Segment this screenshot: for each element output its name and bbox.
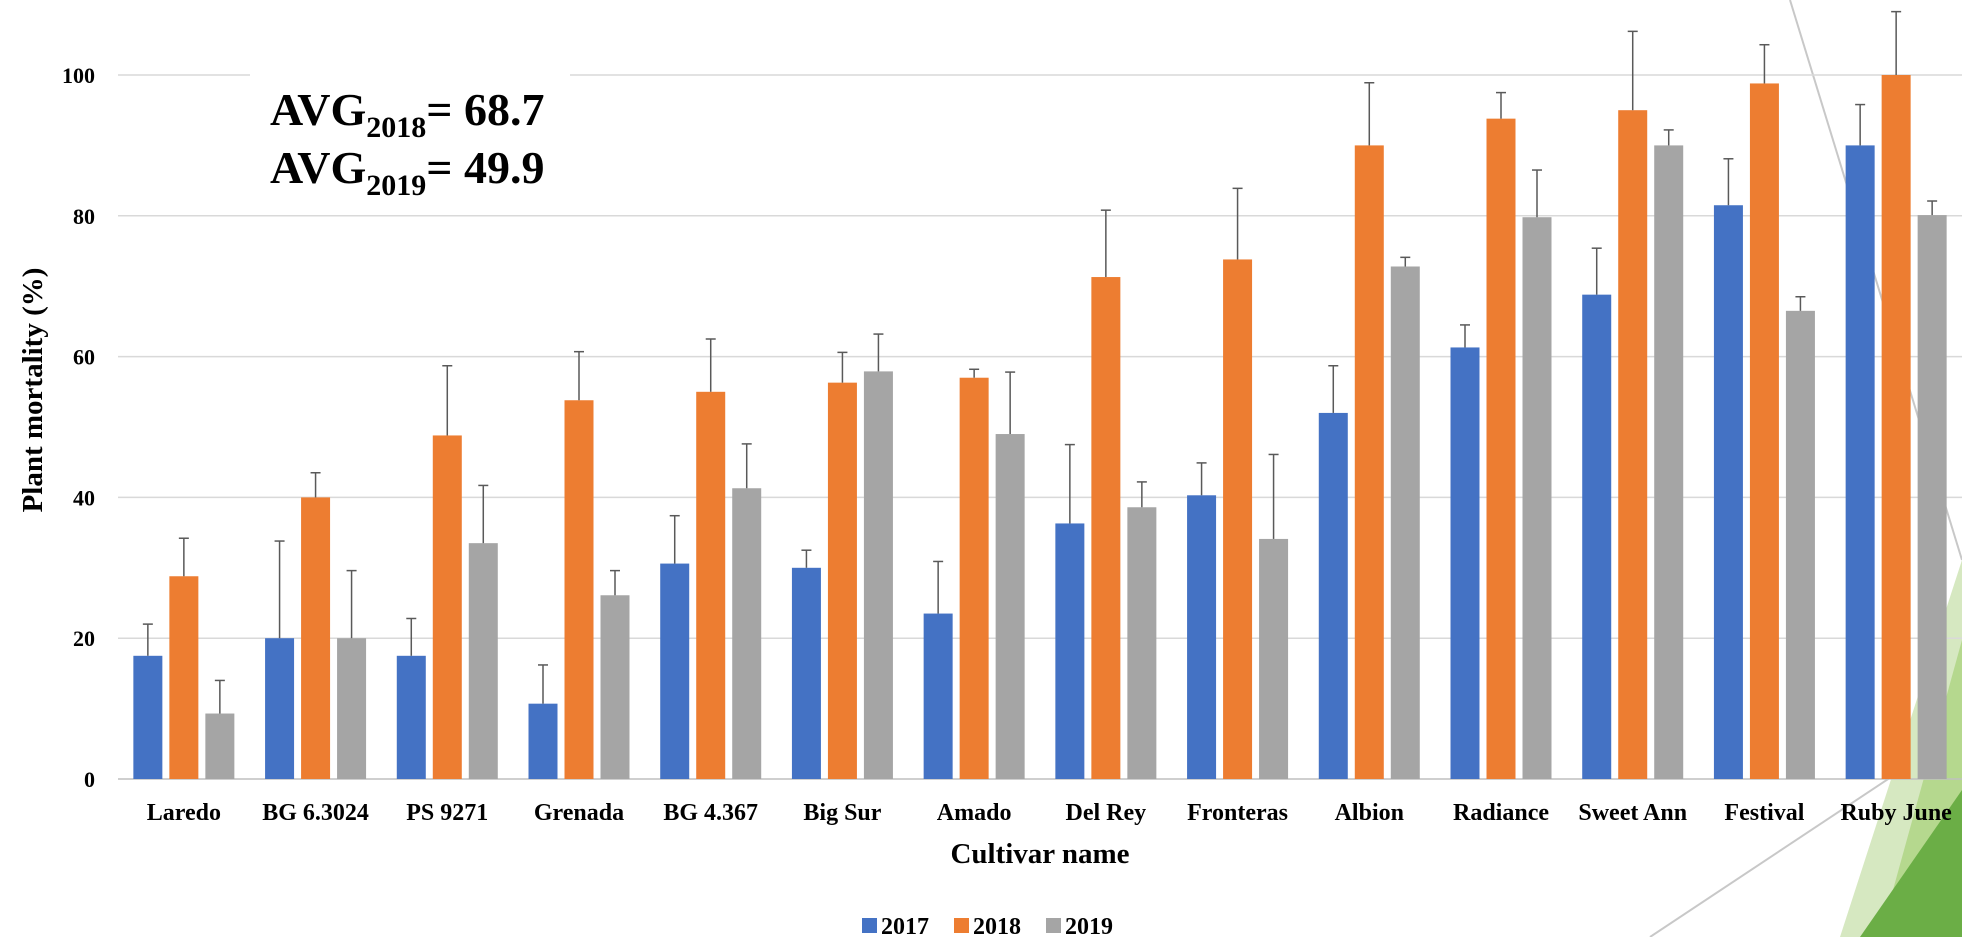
bar-2017 xyxy=(528,703,558,779)
bar-2019 xyxy=(1917,215,1947,779)
bar-2018 xyxy=(827,382,857,779)
bar-2017 xyxy=(1713,205,1743,780)
y-tick-label: 20 xyxy=(73,626,95,651)
x-axis: Laredo BG 6.3024 PS 9271 Grenada BG 4.367 Big… xyxy=(147,800,1952,826)
bar-2018 xyxy=(1223,259,1253,779)
bar-2018 xyxy=(169,576,199,779)
bar-2019 xyxy=(468,543,498,779)
x-tick-label: BG 4.367 xyxy=(663,800,758,826)
bar-2018 xyxy=(564,400,594,779)
average-annotation: AVG2018= 68.7 xyxy=(270,84,545,144)
legend-swatch xyxy=(1046,918,1061,933)
bar-2017 xyxy=(1055,523,1085,779)
y-tick-label: 100 xyxy=(62,63,95,88)
x-tick-label: Festival xyxy=(1724,800,1804,826)
bar-2017 xyxy=(133,655,163,779)
x-tick-label: Albion xyxy=(1335,800,1404,826)
bar-2018 xyxy=(432,435,462,779)
bar-2017 xyxy=(1582,294,1612,779)
bar-2017 xyxy=(396,655,426,779)
x-tick-label: Sweet Ann xyxy=(1578,800,1687,826)
bar-2017 xyxy=(923,613,953,779)
bar-2019 xyxy=(1390,266,1420,779)
x-tick-label: BG 6.3024 xyxy=(262,800,369,826)
legend-swatch xyxy=(862,918,877,933)
x-tick-label: Grenada xyxy=(534,800,624,826)
bar-2018 xyxy=(1881,75,1911,779)
y-tick-label: 60 xyxy=(73,345,95,370)
average-annotation: AVG2019= 49.9 xyxy=(270,142,545,202)
y-tick-label: 80 xyxy=(73,204,95,229)
bar-2019 xyxy=(1259,538,1289,779)
x-tick-label: Del Rey xyxy=(1066,800,1147,826)
bar-2019 xyxy=(1522,217,1552,779)
annotation-box xyxy=(250,62,570,202)
x-tick-label: Ruby June xyxy=(1840,800,1952,826)
error-bars xyxy=(142,10,1938,714)
bar-2017 xyxy=(791,567,821,779)
bar-2018 xyxy=(1354,145,1384,779)
bar-2018 xyxy=(1091,277,1121,779)
y-tick-label: 40 xyxy=(73,485,95,510)
x-tick-label: PS 9271 xyxy=(406,800,488,826)
legend-label: 2018 xyxy=(973,914,1021,937)
bar-2018 xyxy=(696,391,726,779)
bar-2018 xyxy=(1618,110,1648,779)
bar-2019 xyxy=(1127,507,1157,779)
bar-2019 xyxy=(337,638,367,779)
bar-2017 xyxy=(1450,347,1480,779)
bar-2017 xyxy=(660,563,690,779)
bar-2019 xyxy=(863,371,893,779)
y-tick-label: 0 xyxy=(84,767,95,792)
bar-2017 xyxy=(1845,145,1875,779)
bar-2018 xyxy=(959,377,989,779)
x-tick-label: Fronteras xyxy=(1187,800,1288,826)
bar-2019 xyxy=(732,488,762,779)
x-tick-label: Radiance xyxy=(1453,800,1549,826)
legend-label: 2017 xyxy=(881,914,929,937)
legend: 2017 2018 2019 xyxy=(862,914,1113,937)
bar-2018 xyxy=(1749,83,1779,779)
x-tick-label: Laredo xyxy=(147,800,221,826)
bar-2017 xyxy=(1318,412,1348,779)
legend-label: 2019 xyxy=(1065,914,1113,937)
x-axis-title: Cultivar name xyxy=(950,838,1129,870)
x-tick-label: Big Sur xyxy=(803,800,881,826)
bar-2019 xyxy=(1785,310,1815,779)
bar-2019 xyxy=(995,434,1025,779)
bar-2017 xyxy=(265,638,295,779)
bar-2018 xyxy=(301,497,331,779)
bars xyxy=(133,75,1947,780)
bar-2019 xyxy=(1654,145,1684,779)
bar-2019 xyxy=(600,595,630,779)
y-axis: 0 20 40 60 80 100 xyxy=(62,63,95,792)
legend-swatch xyxy=(954,918,969,933)
bar-2018 xyxy=(1486,118,1516,779)
x-tick-label: Amado xyxy=(937,800,1012,826)
bar-2017 xyxy=(1187,495,1217,779)
bar-2019 xyxy=(205,713,235,779)
y-axis-title: Plant mortality (%) xyxy=(17,268,49,513)
